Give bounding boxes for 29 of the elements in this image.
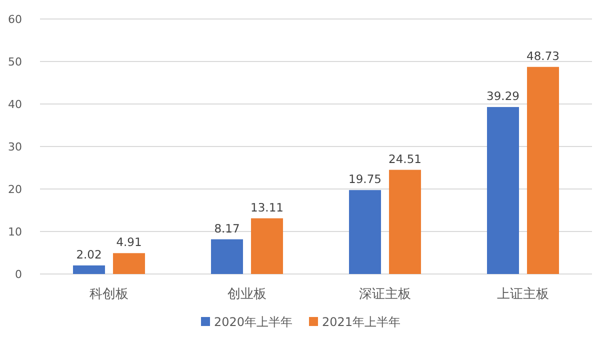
- bar: [389, 170, 421, 274]
- data-label: 4.91: [116, 235, 142, 250]
- y-tick-label: 60: [8, 13, 22, 26]
- data-label: 8.17: [214, 221, 240, 236]
- x-tick-label: 深证主板: [359, 286, 411, 302]
- bar: [73, 265, 105, 274]
- bar: [251, 218, 283, 274]
- data-label: 2.02: [76, 247, 102, 262]
- x-tick-label: 创业板: [228, 287, 266, 302]
- y-tick-label: 30: [8, 140, 22, 154]
- y-tick-label: 10: [8, 226, 22, 238]
- data-label: 19.75: [348, 172, 382, 186]
- bar: [211, 239, 243, 274]
- bar: [487, 107, 519, 274]
- x-tick-label: 上证主板: [497, 286, 549, 302]
- legend-label: 2020年上半年: [214, 315, 293, 329]
- x-tick-label: 科创板: [90, 287, 128, 302]
- y-tick-label: 0: [15, 268, 22, 281]
- data-label: 48.73: [526, 48, 560, 63]
- y-tick-label: 20: [8, 183, 22, 196]
- legend-label: 2021年上半年: [322, 315, 401, 329]
- data-label: 39.29: [486, 89, 520, 104]
- data-label: 13.11: [250, 200, 284, 214]
- bar: [113, 253, 145, 274]
- y-tick-label: 50: [8, 56, 22, 68]
- data-label: 24.51: [388, 152, 422, 166]
- bar: [527, 66, 559, 274]
- bar: [349, 190, 381, 274]
- y-tick-label: 40: [8, 98, 22, 111]
